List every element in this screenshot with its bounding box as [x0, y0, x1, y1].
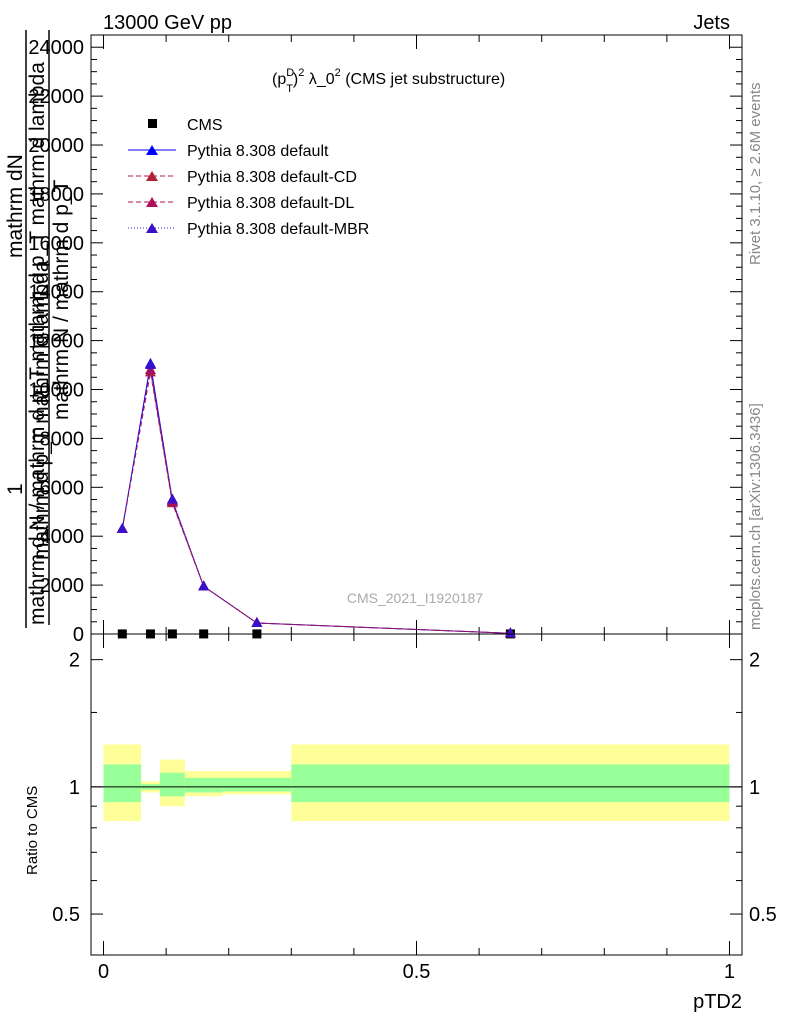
main-ytick-label: 0	[73, 624, 84, 646]
xtick-label: 0.5	[403, 961, 431, 983]
main-x-axis-ticks	[103, 35, 730, 634]
main-y-axis: 0 2000 4000 6000 8000 10000 12000 14000 16000 180…	[28, 37, 742, 646]
main-ytick-label: 18000	[28, 184, 84, 206]
ratio-ytick-label-right: 2	[749, 650, 760, 672]
ratio-ytick-label-left: 2	[69, 650, 80, 672]
ratio-band-inner	[291, 764, 730, 803]
series-marker-4	[251, 616, 263, 627]
main-ytick-label: 14000	[28, 282, 84, 304]
ratio-panel: 0.5 0.51 12 2 0 0.5 1 Ratio to CMS pTD2	[24, 633, 777, 1013]
ratio-band-inner	[222, 777, 292, 792]
xtick-label: 0	[98, 961, 109, 983]
title-post-paren: )	[293, 71, 298, 88]
main-ytick-label: 6000	[40, 477, 85, 499]
title-sub-t: T	[286, 83, 293, 95]
xtick-label: 1	[724, 961, 735, 983]
ratio-ytick-label-left: 0.5	[52, 904, 80, 926]
ratio-ytick-label-right: 0.5	[749, 904, 777, 926]
legend-mbr-label: Pythia 8.308 default-MBR	[187, 221, 369, 238]
legend-cd-label: Pythia 8.308 default-CD	[187, 169, 357, 186]
series-marker-4	[504, 627, 516, 638]
series-marker-4	[144, 359, 156, 370]
main-ytick-label: 10000	[28, 380, 84, 402]
legend-dl-label: Pythia 8.308 default-DL	[187, 195, 354, 212]
main-ytick-label: 12000	[28, 331, 84, 353]
legend-default-marker	[146, 145, 158, 155]
ratio-ytick-label-left: 1	[69, 777, 80, 799]
rivet-label: Rivet 3.1.10, ≥ 2.6M events	[747, 83, 764, 266]
ylabel-upper: mathrm dN	[4, 154, 27, 258]
main-panel: 0 2000 4000 6000 8000 10000 12000 14000 16000 180…	[4, 30, 743, 646]
legend-cd-marker	[146, 171, 158, 181]
legend-default-label: Pythia 8.308 default	[187, 143, 329, 160]
main-ytick-label: 16000	[28, 233, 84, 255]
main-ytick-label: 8000	[40, 428, 85, 450]
chart-title: (pD T)2 λ_02 (CMS jet substructure)	[272, 67, 505, 95]
ratio-bands	[103, 744, 730, 822]
series-line-4	[121, 364, 511, 634]
ratio-band-inner	[184, 777, 223, 793]
title-sup-d: D	[286, 67, 294, 79]
main-ytick-label: 4000	[40, 526, 85, 548]
ylabel-lower2: mathrm N / mathrm d p_T	[50, 179, 73, 420]
ratio-band-inner	[159, 772, 185, 797]
ratio-x-axis: 0 0.5 1	[98, 634, 735, 983]
legend: CMS Pythia 8.308 default Pythia 8.308 de…	[128, 117, 369, 238]
ratio-y-axis: 0.5 0.5 1 1 2 2	[52, 650, 777, 926]
ylabel-lower: mathrm d p_T mathrm d lambda	[30, 260, 53, 560]
main-ytick-label: 24000	[28, 37, 84, 59]
series-marker-4	[116, 522, 128, 533]
title-sup-2: 2	[298, 67, 304, 79]
main-y-axis-label: mathrm dN 1 mathrm d p_T mathrm d lambda…	[4, 30, 73, 628]
ratio-ytick-label-right: 1	[749, 777, 760, 799]
title-lambda: λ_0	[304, 71, 334, 88]
header-right-label: Jets	[693, 12, 730, 34]
title-tail: (CMS jet substructure)	[341, 71, 505, 88]
legend-dl-marker	[146, 197, 158, 207]
mcplots-label: mcplots.cern.ch [arXiv:1306.3436]	[747, 403, 764, 630]
ratio-y-axis-label: Ratio to CMS	[24, 786, 41, 875]
main-ytick-label: 22000	[28, 86, 84, 108]
ratio-band-inner	[103, 764, 142, 803]
legend-cms-label: CMS	[187, 117, 223, 134]
analysis-id-label: CMS_2021_I1920187	[347, 590, 483, 606]
header-left-label: 13000 GeV pp	[103, 12, 232, 34]
series-marker-4	[198, 580, 210, 591]
ylabel-frac-one: 1	[4, 483, 27, 495]
title-sup-2b: 2	[335, 67, 341, 79]
legend-mbr-marker	[146, 223, 158, 233]
x-axis-label: pTD2	[693, 991, 742, 1013]
title-pre: (p	[272, 71, 286, 88]
ylabel-lower3: mathrm d N / mathrm d p_T mathrm d p_T m…	[26, 62, 49, 625]
series-marker-4	[166, 493, 178, 504]
main-ytick-label: 20000	[28, 135, 84, 157]
legend-cms-marker	[148, 119, 157, 128]
main-ytick-label: 2000	[40, 575, 85, 597]
